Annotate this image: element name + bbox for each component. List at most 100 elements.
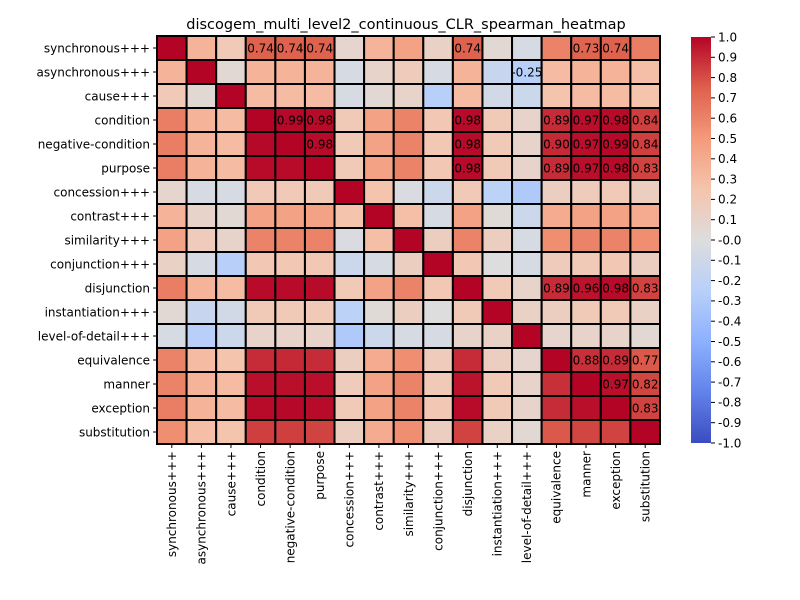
heatmap-cell-15-4	[274, 395, 306, 421]
heatmap-cell-1-8	[392, 59, 425, 85]
cell-annotation: 0.98	[454, 114, 481, 128]
heatmap-cell-9-16	[629, 251, 661, 277]
heatmap-cell-7-4	[274, 203, 306, 229]
heatmap-cell-16-2	[215, 419, 247, 445]
heatmap-cell-8-0	[156, 227, 188, 253]
heatmap-cell-13-3	[244, 347, 277, 373]
cell-annotations: 0.74 0.74 0.74 0.74 0.73 0.74-0.250.99 0.98 0.9…	[247, 42, 658, 416]
heatmap-cell-2-13	[540, 83, 573, 109]
heatmap-cell-8-6	[333, 227, 366, 253]
heatmap-cell-16-7	[363, 419, 395, 445]
heatmap-cell-8-1	[185, 227, 218, 253]
heatmap-cell-11-3	[244, 299, 277, 325]
heatmap-cell-8-7	[363, 227, 395, 253]
heatmap-cell-10-10	[451, 275, 484, 301]
heatmap-cell-16-15	[599, 419, 632, 445]
heatmap-cell-3-11	[481, 107, 514, 133]
heatmap-cell-12-10	[451, 323, 484, 349]
heatmap-cell-4-11	[481, 131, 514, 157]
heatmap-cell-10-8	[392, 275, 425, 301]
heatmap-cell-14-4	[274, 371, 306, 397]
heatmap-cell-7-8	[392, 203, 425, 229]
heatmap-cell-4-13	[540, 131, 573, 157]
heatmap-cell-5-9	[422, 155, 454, 181]
heatmap-cell-13-12	[511, 347, 543, 373]
heatmap-cell-15-0	[156, 395, 188, 421]
colorbar-tick-label: 0.4	[718, 152, 737, 166]
heatmap-cell-6-12	[511, 179, 543, 205]
heatmap-cell-14-9	[422, 371, 454, 397]
heatmap-cell-5-7	[363, 155, 395, 181]
heatmap-cell-14-12	[511, 371, 543, 397]
cell-annotation: 0.77	[632, 354, 659, 368]
colorbar-tick-label: -0.8	[718, 396, 741, 410]
y-tick-label: similarity+++	[64, 233, 150, 247]
heatmap-cell-1-10	[451, 59, 484, 85]
heatmap-cell-0-2	[215, 35, 247, 61]
heatmap-cell-1-2	[215, 59, 247, 85]
heatmap-cell-9-5	[303, 251, 336, 277]
heatmap-cell-15-5	[303, 395, 336, 421]
cell-annotation: 0.89	[602, 354, 629, 368]
heatmap-cell-6-4	[274, 179, 306, 205]
colorbar-tick-label: -0.5	[718, 335, 741, 349]
x-tick-label: contrast+++	[372, 451, 386, 531]
heatmap-cell-15-14	[570, 395, 602, 421]
heatmap-cell-7-12	[511, 203, 543, 229]
heatmap-cell-6-13	[540, 179, 573, 205]
cell-annotation: 0.83	[632, 282, 659, 296]
heatmap-cell-10-0	[156, 275, 188, 301]
heatmap-cell-13-11	[481, 347, 514, 373]
y-axis-labels: synchronous+++ asynchronous+++ cause+++ con…	[37, 41, 157, 439]
heatmap-cell-3-4	[274, 107, 306, 133]
heatmap-cell-5-8	[392, 155, 425, 181]
heatmap-cell-3-7	[363, 107, 395, 133]
heatmap-cell-7-6	[333, 203, 366, 229]
heatmap-cell-10-11	[481, 275, 514, 301]
heatmap-cell-8-12	[511, 227, 543, 253]
heatmap-cell-9-7	[363, 251, 395, 277]
heatmap-cell-4-9	[422, 131, 454, 157]
heatmap-cell-12-7	[363, 323, 395, 349]
cell-annotation: 0.82	[632, 378, 659, 392]
heatmap-cell-4-15	[599, 131, 632, 157]
heatmap-cell-10-14	[570, 275, 602, 301]
heatmap-cell-5-2	[215, 155, 247, 181]
heatmap-cell-14-7	[363, 371, 395, 397]
heatmap-cell-2-4	[274, 83, 306, 109]
heatmap-cell-1-15	[599, 59, 632, 85]
heatmap-cell-0-1	[185, 35, 218, 61]
cell-annotation: 0.98	[306, 114, 333, 128]
heatmap-cell-15-12	[511, 395, 543, 421]
heatmap-cell-16-16	[629, 419, 661, 445]
heatmap-cell-7-2	[215, 203, 247, 229]
heatmap-cell-13-15	[599, 347, 632, 373]
heatmap-cell-9-9	[422, 251, 454, 277]
heatmap-cell-8-16	[629, 227, 661, 253]
heatmap-cell-1-5	[303, 59, 336, 85]
heatmap-cell-7-1	[185, 203, 218, 229]
x-tick-label: substitution	[639, 451, 653, 522]
heatmap-cell-5-14	[570, 155, 602, 181]
heatmap-cell-6-6	[333, 179, 366, 205]
heatmap-cell-4-0	[156, 131, 188, 157]
heatmap-cell-15-2	[215, 395, 247, 421]
heatmap-cell-6-10	[451, 179, 484, 205]
cell-annotation: 0.88	[573, 354, 600, 368]
heatmap-cell-16-9	[422, 419, 454, 445]
heatmap-cell-3-12	[511, 107, 543, 133]
heatmap-cell-11-1	[185, 299, 218, 325]
cell-annotation: 0.97	[602, 378, 629, 392]
y-tick-label: condition	[95, 113, 150, 127]
heatmap-cell-10-2	[215, 275, 247, 301]
heatmap-cell-13-9	[422, 347, 454, 373]
heatmap-cell-4-1	[185, 131, 218, 157]
heatmap-cell-1-14	[570, 59, 602, 85]
heatmap-cell-9-13	[540, 251, 573, 277]
heatmap-cell-0-9	[422, 35, 454, 61]
heatmap-cell-13-8	[392, 347, 425, 373]
heatmap-cell-12-5	[303, 323, 336, 349]
heatmap-cell-7-3	[244, 203, 277, 229]
colorbar-tick-label: -0.0	[718, 233, 741, 247]
heatmap-cell-3-1	[185, 107, 218, 133]
